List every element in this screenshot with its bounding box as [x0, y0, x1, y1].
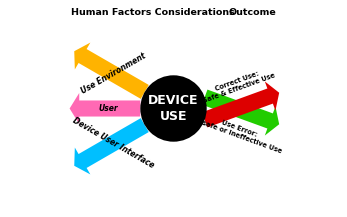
Polygon shape	[202, 81, 279, 127]
Text: Correct Use:
Safe & Effective Use: Correct Use: Safe & Effective Use	[200, 66, 276, 104]
Polygon shape	[74, 43, 149, 99]
Text: Human Factors Considerations: Human Factors Considerations	[71, 8, 235, 17]
Text: Device User Interface: Device User Interface	[71, 116, 155, 170]
Circle shape	[140, 75, 207, 142]
Text: Outcome: Outcome	[229, 8, 276, 17]
Text: DEVICE
USE: DEVICE USE	[148, 94, 199, 123]
Text: Use Environment: Use Environment	[79, 51, 147, 96]
Polygon shape	[202, 90, 279, 136]
Text: User: User	[99, 104, 118, 113]
Text: Use Error:
Unsafe or Ineffective Use: Use Error: Unsafe or Ineffective Use	[192, 110, 285, 154]
Polygon shape	[70, 93, 140, 124]
Polygon shape	[74, 118, 149, 174]
